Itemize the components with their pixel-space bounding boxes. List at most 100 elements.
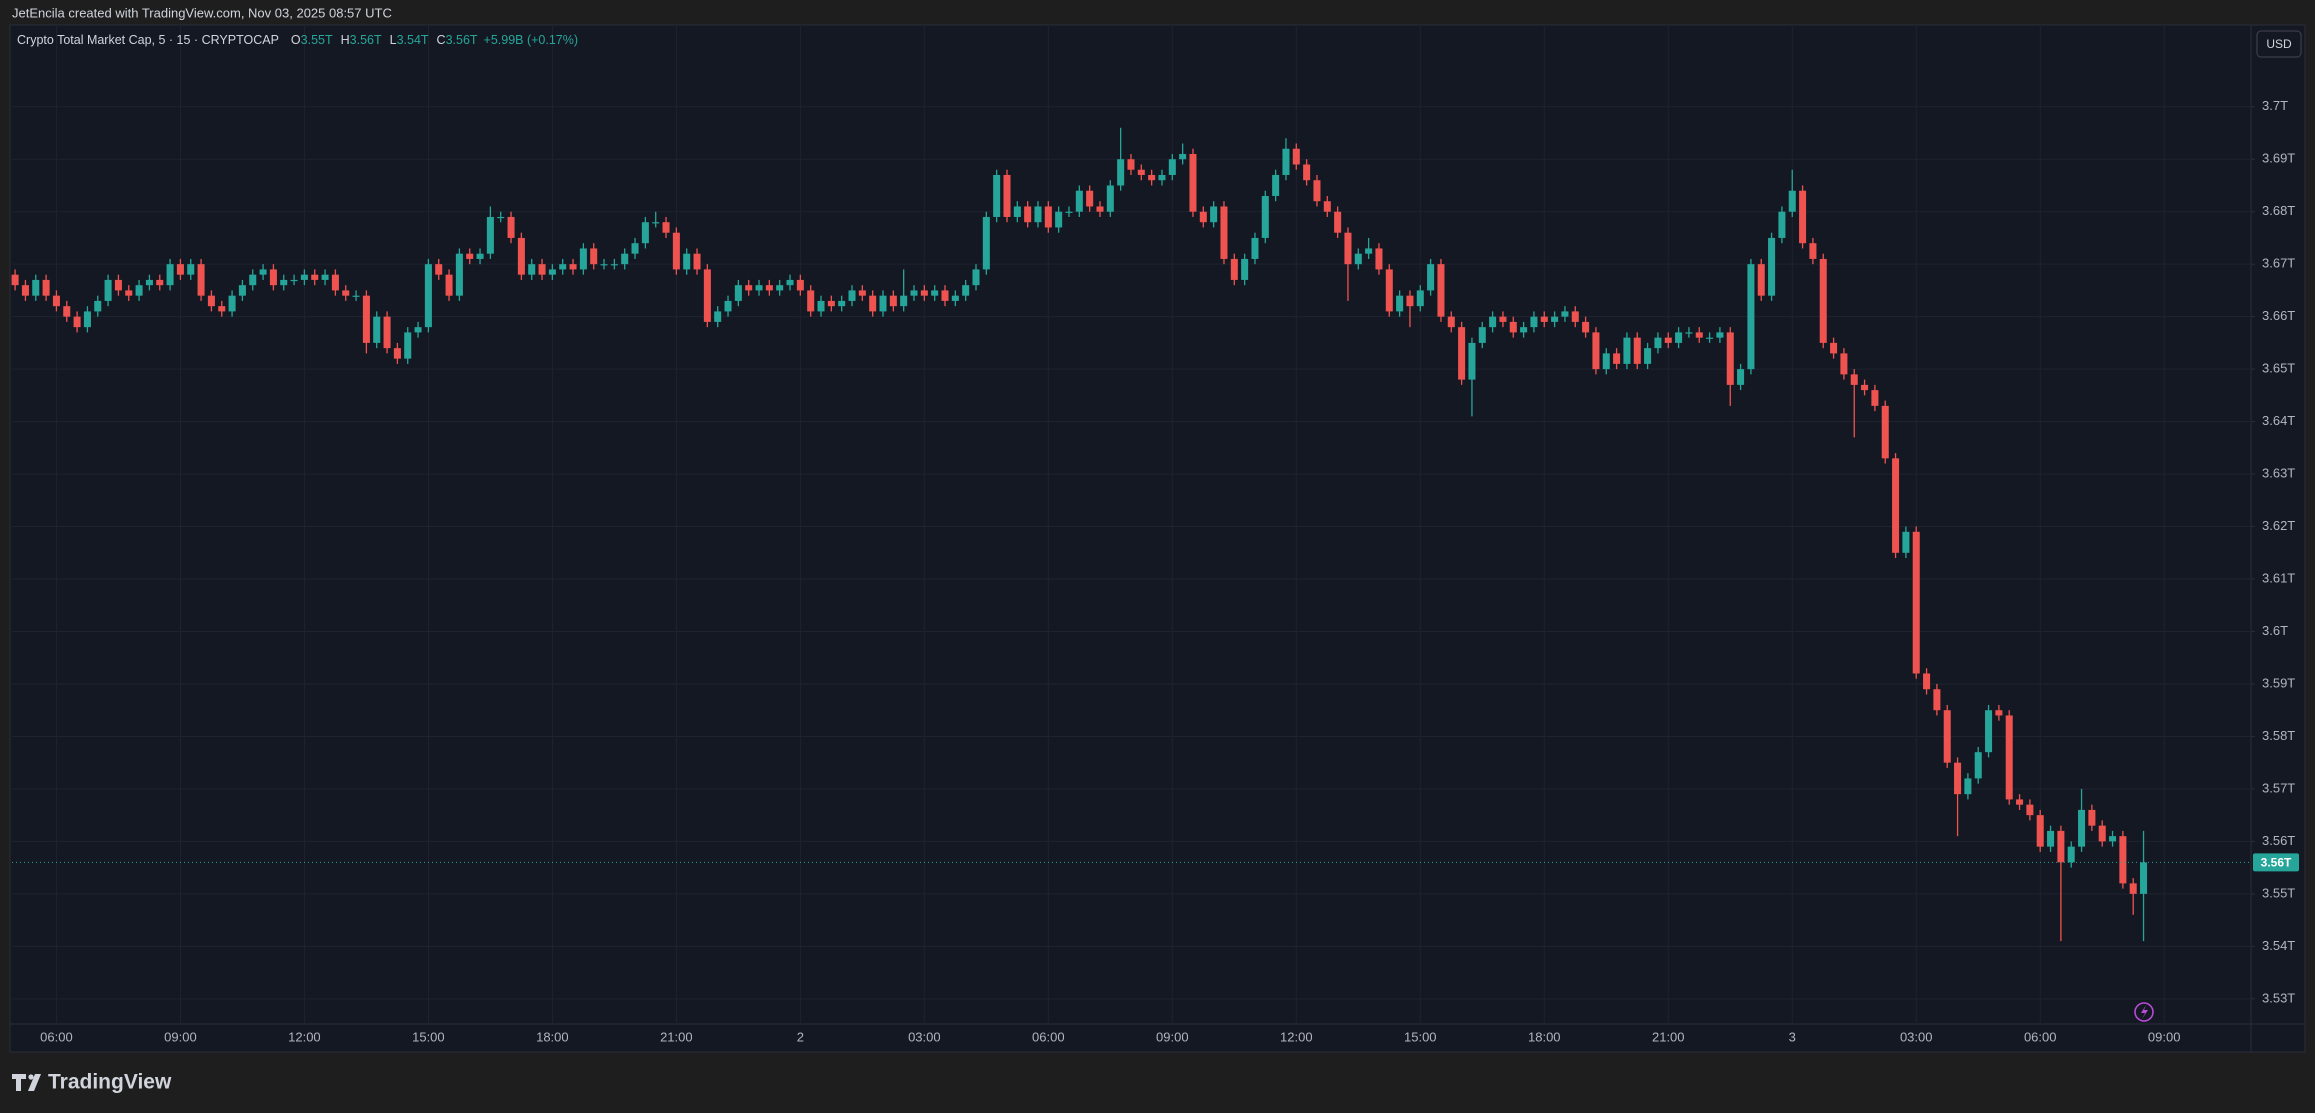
candle-body bbox=[703, 269, 711, 322]
candle-body bbox=[2016, 799, 2024, 805]
candle-body bbox=[1230, 258, 1238, 280]
candle-body bbox=[652, 222, 660, 224]
candle-body bbox=[311, 274, 319, 280]
candle-body bbox=[32, 279, 40, 296]
candle-body bbox=[1189, 153, 1197, 212]
candle-body bbox=[1365, 248, 1373, 254]
candle-body bbox=[507, 216, 515, 238]
candle-body bbox=[1726, 332, 1734, 385]
last-price-box bbox=[2253, 853, 2299, 872]
candle-body bbox=[1427, 264, 1435, 291]
candle-body bbox=[238, 285, 246, 296]
candle-body bbox=[528, 264, 536, 275]
candle-body bbox=[1013, 206, 1021, 217]
x-tick-label: 2 bbox=[797, 1029, 804, 1044]
candle-body bbox=[869, 295, 877, 312]
candle-body bbox=[1695, 332, 1703, 338]
x-tick-label: 06:00 bbox=[40, 1029, 73, 1044]
candle-body bbox=[435, 264, 443, 275]
y-tick-label: 3.57T bbox=[2262, 780, 2295, 795]
candle-body bbox=[2088, 809, 2096, 826]
x-tick-label: 12:00 bbox=[288, 1029, 321, 1044]
candle-body bbox=[1106, 185, 1114, 212]
last-price-label: 3.56T bbox=[2261, 856, 2292, 870]
candle-body bbox=[1737, 369, 1745, 385]
alert-bolt[interactable] bbox=[2141, 1005, 2148, 1019]
candle-body bbox=[1447, 316, 1455, 328]
legend-value: 3.55T bbox=[301, 33, 333, 47]
candle-body bbox=[1261, 195, 1269, 238]
candle-body bbox=[1706, 337, 1714, 339]
logo-dot bbox=[28, 1074, 34, 1080]
candle-body bbox=[1675, 332, 1683, 343]
candle-body bbox=[1561, 311, 1569, 317]
candle-body bbox=[1034, 206, 1042, 223]
candle-body bbox=[1933, 689, 1941, 711]
candle-body bbox=[2140, 862, 2148, 894]
candle-body bbox=[1902, 531, 1910, 553]
candle-body bbox=[1768, 237, 1776, 296]
candle-body bbox=[187, 264, 195, 275]
logo bbox=[12, 1074, 41, 1091]
candle-body bbox=[972, 269, 980, 286]
x-tick-label: 21:00 bbox=[1652, 1029, 1685, 1044]
candle-body bbox=[1923, 673, 1931, 690]
candle-body bbox=[1468, 342, 1476, 380]
alert-circle[interactable] bbox=[2134, 1002, 2154, 1022]
x-tick-label: 3 bbox=[1789, 1029, 1796, 1044]
candle-body bbox=[1850, 374, 1858, 385]
candle-body bbox=[1396, 295, 1404, 312]
candle-body bbox=[579, 248, 587, 270]
candle-body bbox=[1406, 295, 1414, 307]
candle-body bbox=[755, 285, 763, 291]
candle-body bbox=[683, 253, 691, 270]
candle-body bbox=[1437, 264, 1445, 317]
candle-body bbox=[114, 279, 122, 291]
candle-body bbox=[2067, 846, 2075, 863]
candle-body bbox=[559, 264, 567, 270]
candle-body bbox=[1551, 316, 1559, 322]
legend: Crypto Total Market Cap, 5 · 15 · CRYPTO… bbox=[17, 33, 578, 47]
candle-body bbox=[445, 274, 453, 296]
candle-body bbox=[1757, 264, 1765, 296]
candle-body bbox=[94, 300, 102, 312]
candle-body bbox=[228, 295, 236, 312]
labels: 3.53T 3.54T 3.55T 3.56T 3.57T 3.58T 3.59T 3.6T 3… bbox=[17, 33, 2299, 1044]
legend-value: 3.56T bbox=[350, 33, 382, 47]
candle-body bbox=[197, 264, 205, 296]
candle-body bbox=[455, 253, 463, 296]
candle-body bbox=[693, 253, 701, 270]
credit: JetEncila created with TradingView.com, … bbox=[12, 5, 392, 20]
candle-body bbox=[1416, 290, 1424, 307]
candle-body bbox=[373, 316, 381, 343]
y-tick-label: 3.61T bbox=[2262, 570, 2295, 585]
candle-body bbox=[734, 285, 742, 301]
candle-body bbox=[786, 279, 794, 286]
candle-body bbox=[1778, 211, 1786, 238]
candle-body bbox=[352, 295, 360, 297]
candle-body bbox=[569, 264, 577, 270]
candle-body bbox=[931, 290, 939, 296]
candle-body bbox=[1747, 264, 1755, 370]
chart-pane bbox=[9, 24, 2306, 1053]
y-tick-label: 3.63T bbox=[2262, 466, 2295, 481]
candle-body bbox=[889, 295, 897, 307]
candle-body bbox=[1716, 332, 1724, 338]
candle-body bbox=[135, 285, 143, 296]
x-tick-label: 09:00 bbox=[164, 1029, 197, 1044]
currency-button[interactable] bbox=[2256, 30, 2302, 58]
candle-body bbox=[796, 279, 804, 291]
candle-body bbox=[807, 290, 815, 312]
candle-body bbox=[1282, 148, 1290, 175]
x-tick-label: 09:00 bbox=[2148, 1029, 2181, 1044]
candle-body bbox=[941, 290, 949, 301]
currency-label[interactable]: USD bbox=[2266, 37, 2292, 51]
legend-key: L bbox=[390, 33, 397, 47]
alert-icon[interactable] bbox=[2134, 1002, 2154, 1022]
candle-body bbox=[393, 348, 401, 359]
candle-body bbox=[342, 290, 350, 296]
candle-body bbox=[776, 285, 784, 291]
candle-body bbox=[1954, 762, 1962, 795]
